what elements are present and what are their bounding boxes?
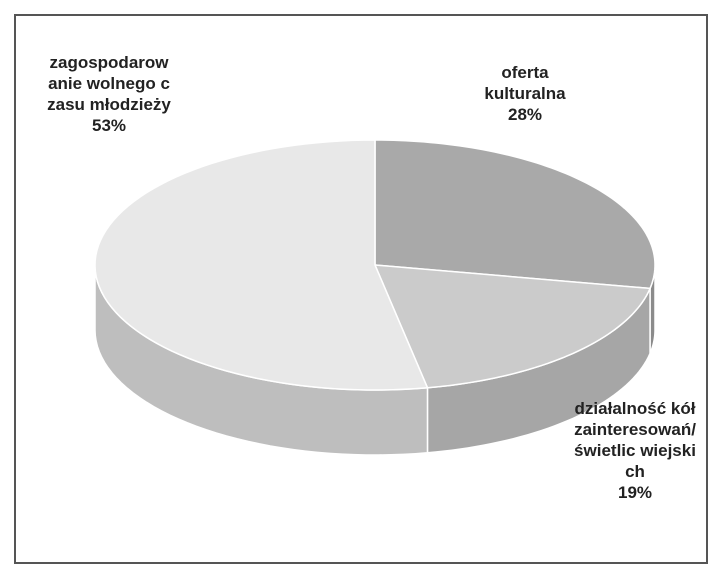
chart-frame — [14, 14, 708, 564]
pie-slice — [374, 139, 656, 290]
pie-slice — [94, 139, 429, 391]
pie-slice — [373, 264, 652, 389]
data-label: działalność kół zainteresowań/świetlic w… — [572, 398, 698, 503]
value-label: 19% — [617, 483, 653, 502]
category-label: zagospodarowanie wolnego czasu młodzieży — [47, 53, 171, 114]
category-label: działalność kół zainteresowań/świetlic w… — [574, 399, 696, 481]
value-label: 53% — [91, 116, 127, 135]
data-label: oferta kulturalna 28% — [470, 62, 580, 125]
value-label: 28% — [507, 105, 543, 124]
category-label: oferta kulturalna — [484, 63, 566, 103]
data-label: zagospodarowanie wolnego czasu młodzieży… — [46, 52, 172, 136]
